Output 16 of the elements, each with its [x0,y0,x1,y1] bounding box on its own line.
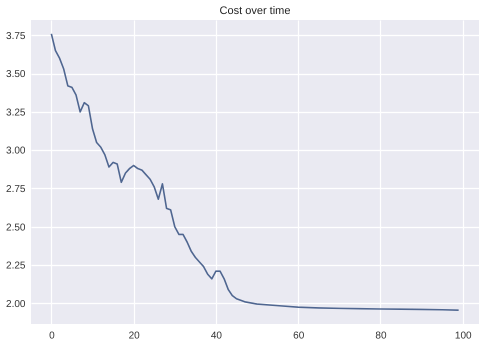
y-tick-label: 3.75 [6,30,26,42]
y-tick-label: 2.50 [6,222,26,234]
chart-title: Cost over time [220,5,290,17]
y-tick-label: 2.75 [6,184,26,195]
x-tick-label: 80 [375,330,387,342]
y-tick-label: 3.50 [6,69,26,80]
x-tick-label: 40 [210,330,222,342]
x-tick-label: 60 [293,330,305,342]
x-tick-label: 100 [454,330,472,342]
y-tick-label: 2.25 [6,260,26,272]
line-series [50,32,460,312]
y-tick-label: 3.25 [6,107,26,118]
x-tick-label: 0 [49,330,56,342]
y-tick-label: 3.00 [6,146,26,157]
x-tick-label: 20 [128,330,140,342]
y-tick-label: 2.00 [6,298,26,310]
